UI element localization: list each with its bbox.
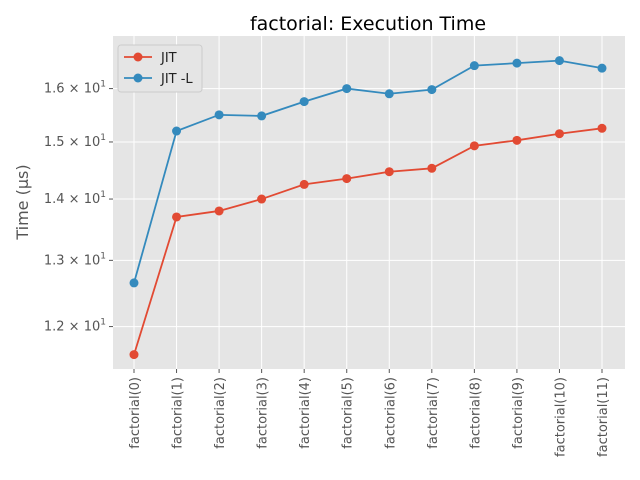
y-tick-label: 1.4 × 101	[44, 190, 106, 207]
data-point	[469, 61, 479, 71]
y-tick-times: ×	[65, 320, 84, 335]
data-point	[512, 135, 522, 145]
y-tick-mantissa: 1.5	[44, 135, 65, 150]
data-point	[214, 110, 224, 120]
legend: JIT JIT -L	[117, 44, 203, 93]
data-point	[257, 111, 267, 121]
data-point	[469, 141, 479, 151]
grid-lines	[113, 36, 625, 369]
y-tick-times: ×	[65, 135, 84, 150]
y-tick-label: 1.6 × 101	[44, 80, 106, 97]
y-tick-exponent: 1	[100, 133, 106, 143]
x-tick-label: factorial(6)	[383, 377, 398, 449]
data-point	[597, 63, 607, 73]
data-point	[554, 129, 564, 139]
y-tick-base: 10	[84, 135, 101, 150]
y-tick-mantissa: 1.6	[44, 82, 65, 97]
x-tick-label: factorial(9)	[511, 377, 526, 449]
x-tick-label: factorial(4)	[298, 377, 313, 449]
data-point	[172, 126, 182, 136]
data-point	[257, 194, 267, 204]
series-layer	[129, 56, 607, 360]
series-line	[133, 59, 603, 284]
series-line	[133, 127, 603, 355]
data-point	[214, 206, 224, 216]
data-point	[129, 350, 139, 360]
x-tick-label: factorial(5)	[341, 377, 356, 449]
y-tick-times: ×	[65, 82, 84, 97]
legend-marker	[133, 52, 143, 62]
y-tick-base: 10	[84, 253, 101, 268]
y-tick-exponent: 1	[100, 190, 106, 200]
data-point	[299, 97, 309, 107]
y-tick-base: 10	[84, 192, 101, 207]
data-point	[384, 89, 394, 99]
x-tick-label: factorial(1)	[171, 377, 186, 449]
x-tick-label: factorial(0)	[128, 377, 143, 449]
data-point	[427, 85, 437, 95]
y-tick-label: 1.3 × 101	[44, 251, 106, 268]
x-tick-label: factorial(8)	[468, 377, 483, 449]
legend-label: JIT -L	[160, 72, 193, 87]
data-point	[129, 278, 139, 288]
x-tick-label: factorial(10)	[553, 377, 568, 457]
data-point	[342, 174, 352, 184]
data-point	[554, 56, 564, 66]
x-tick-label: factorial(3)	[256, 377, 271, 449]
series-jit	[129, 123, 607, 360]
data-point	[512, 58, 522, 68]
y-tick-times: ×	[65, 192, 84, 207]
data-point	[384, 167, 394, 177]
y-tick-label: 1.2 × 101	[44, 318, 106, 335]
y-tick-base: 10	[84, 82, 101, 97]
series-jit-l	[129, 56, 607, 288]
y-tick-exponent: 1	[100, 80, 106, 90]
y-tick-label: 1.5 × 101	[44, 133, 106, 150]
data-point	[299, 179, 309, 189]
y-tick-times: ×	[65, 253, 84, 268]
legend-label: JIT	[160, 51, 177, 66]
x-tick-label: factorial(11)	[596, 377, 611, 457]
y-tick-exponent: 1	[100, 318, 106, 328]
x-tick-label: factorial(7)	[426, 377, 441, 449]
y-tick-base: 10	[84, 320, 101, 335]
legend-marker	[133, 73, 143, 83]
y-tick-exponent: 1	[100, 251, 106, 261]
x-tick-label: factorial(2)	[213, 377, 228, 449]
y-tick-mantissa: 1.2	[44, 320, 65, 335]
data-point	[342, 84, 352, 94]
data-point	[172, 212, 182, 222]
chart-title: factorial: Execution Time	[250, 13, 486, 35]
data-point	[427, 163, 437, 173]
data-point	[597, 123, 607, 133]
y-tick-mantissa: 1.4	[44, 192, 65, 207]
x-tick-labels: factorial(0) factorial(1) factorial(2) fact…	[128, 369, 611, 457]
y-axis-label: Time (µs)	[13, 164, 32, 240]
y-tick-mantissa: 1.3	[44, 253, 65, 268]
